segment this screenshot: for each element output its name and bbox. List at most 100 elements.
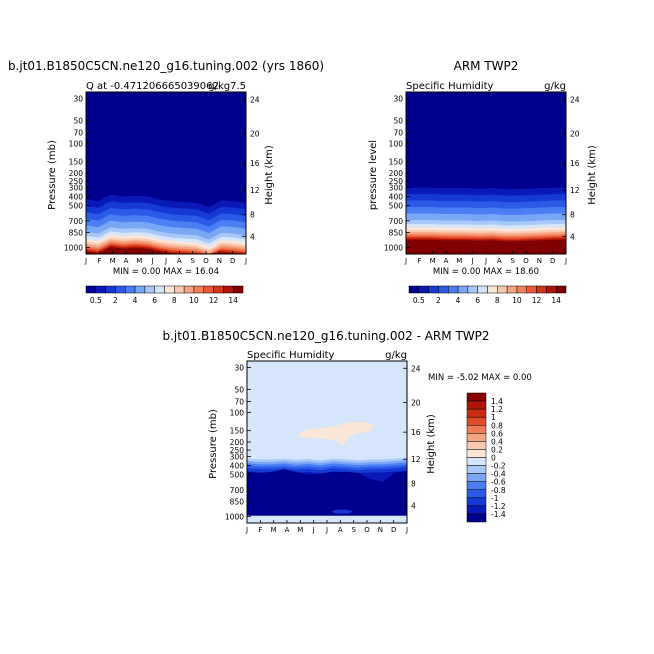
month-tick-label: A (124, 257, 129, 265)
colorbar-swatch (466, 392, 487, 402)
colorbar-obs: 0.5 2 4 6 8 10 12 14 (408, 285, 567, 305)
pressure-tick-label: 700 (389, 217, 404, 226)
colorbar-swatch (466, 497, 487, 507)
month-tick-label: S (190, 257, 195, 265)
colorbar-label: 6 (152, 296, 157, 305)
month-tick-label: J (564, 257, 567, 265)
pressure-tick-label: 150 (389, 158, 404, 167)
month-tick-label: J (84, 257, 87, 265)
colorbar-swatch (438, 285, 449, 294)
colorbar-swatch (477, 285, 488, 294)
month-tick-label: O (523, 257, 529, 265)
height-tick-label: 8 (250, 211, 255, 220)
month-tick-label: A (338, 526, 343, 534)
month-tick-label: N (378, 526, 383, 534)
ylabel-model: Pressure (mb) (47, 140, 58, 210)
colorbar-label: 6 (475, 296, 480, 305)
month-tick-label: M (456, 257, 462, 265)
pressure-tick-label: 50 (393, 116, 403, 125)
month-tick-label: J (164, 257, 167, 265)
month-tick-label: J (471, 257, 474, 265)
pressure-tick-label: 70 (73, 129, 83, 138)
month-tick-label: J (312, 526, 315, 534)
month-tick-label: O (364, 526, 370, 534)
pressure-tick-label: 300 (230, 453, 245, 462)
subtitle-left-model: Q at -0.471206665039062 (86, 81, 219, 92)
month-tick-label: F (258, 526, 262, 534)
month-tick-label: F (97, 257, 101, 265)
month-tick-label: M (430, 257, 436, 265)
month-tick-label: A (497, 257, 502, 265)
subtitle-right-obs: g/kg (544, 81, 566, 92)
colorbar-swatch (555, 285, 567, 294)
colorbar-swatch (546, 285, 557, 294)
pressure-tick-label: 200 (230, 438, 245, 447)
colorbar-label: 0.5 (90, 296, 102, 305)
colorbar-label: 2 (436, 296, 441, 305)
month-tick-label: S (510, 257, 515, 265)
month-tick-label: A (177, 257, 182, 265)
month-tick-label: J (151, 257, 154, 265)
colorbar-label: 2 (113, 296, 118, 305)
height-tick-label: 12 (570, 186, 580, 195)
month-tick-label: N (537, 257, 542, 265)
pressure-tick-label: 30 (393, 94, 403, 103)
colorbar-swatch (466, 505, 487, 515)
month-tick-label: J (484, 257, 487, 265)
month-tick-label: J (244, 257, 247, 265)
month-tick-label: M (136, 257, 142, 265)
colorbar-swatch (466, 513, 487, 523)
month-tick-label: M (110, 257, 116, 265)
colorbar-swatch (154, 285, 165, 294)
month-tick-label: J (404, 257, 407, 265)
month-tick-label: D (230, 257, 235, 265)
colorbar-label: 10 (512, 296, 522, 305)
height-tick-label: 20 (570, 129, 580, 138)
colorbar-swatch (125, 285, 136, 294)
colorbar-swatch (466, 473, 487, 482)
colorbar-swatch (466, 416, 487, 426)
subtitle-left-diff: Specific Humidity (247, 350, 335, 361)
height-tick-label: 24 (570, 95, 580, 104)
pressure-tick-label: 700 (69, 217, 84, 226)
colorbar-swatch (466, 425, 487, 434)
colorbar-label: 12 (532, 296, 542, 305)
pressure-tick-label: 300 (389, 184, 404, 193)
height-tick-label: 12 (411, 455, 421, 464)
colorbar-label: 14 (551, 296, 561, 305)
stats-model: MIN = 0.00 MAX = 16.04 (113, 267, 219, 277)
pressure-tick-label: 400 (389, 192, 404, 201)
colorbar-label: 12 (209, 296, 219, 305)
panel-diff: b.jt01.B1850C5CN.ne120_g16.tuning.002 - … (162, 329, 531, 534)
pressure-tick-label: 1000 (64, 244, 83, 253)
month-tick-label: J (405, 526, 408, 534)
colorbar-label: -0.6 (491, 478, 506, 487)
colorbar-swatch (466, 449, 487, 458)
surface-strip (247, 515, 407, 523)
colorbar-swatch (457, 285, 469, 294)
title-diff: b.jt01.B1850C5CN.ne120_g16.tuning.002 - … (162, 329, 489, 343)
pressure-tick-label: 70 (393, 129, 403, 138)
subtitle-right-model: g/kg7.5 (208, 81, 246, 92)
colorbar-label: -1.2 (491, 502, 506, 511)
pressure-tick-label: 500 (389, 201, 404, 210)
colorbar-label: 0.4 (491, 437, 503, 446)
colorbar-swatch (183, 285, 195, 294)
pressure-tick-label: 200 (69, 169, 84, 178)
stats-diff: MIN = -5.02 MAX = 0.00 (428, 373, 532, 383)
month-tick-label: S (351, 526, 356, 534)
pressure-tick-label: 700 (230, 486, 245, 495)
pressure-tick-label: 200 (389, 169, 404, 178)
height-tick-label: 4 (411, 501, 416, 510)
panel-model: b.jt01.B1850C5CN.ne120_g16.tuning.002 (y… (8, 59, 324, 277)
colorbar-swatch (193, 285, 204, 294)
subtitle-left-obs: Specific Humidity (406, 81, 494, 92)
colorbar-label: 0.5 (413, 296, 425, 305)
ylabel-obs: pressure level (368, 140, 379, 210)
pressure-tick-label: 100 (389, 140, 404, 149)
pressure-tick-label: 50 (234, 385, 244, 394)
height-tick-label: 8 (411, 480, 416, 489)
month-tick-label: F (417, 257, 421, 265)
colorbar-swatch (428, 285, 439, 294)
ylabel2-obs: Height (km) (587, 145, 598, 205)
